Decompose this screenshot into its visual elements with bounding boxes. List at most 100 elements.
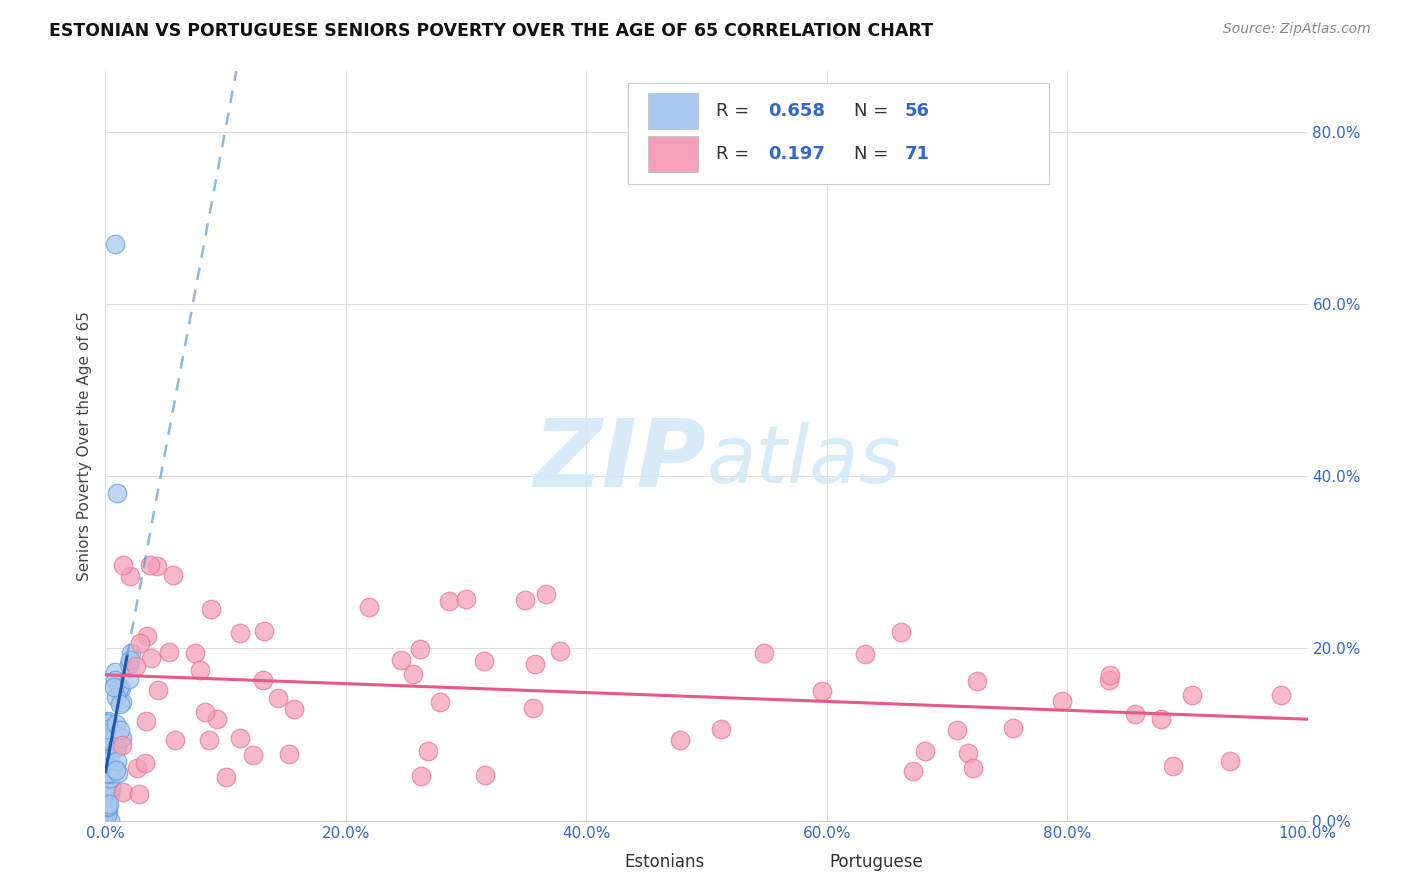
Point: [534, 586, 557, 600]
Y-axis label: Seniors Poverty Over the Age of 65: Seniors Poverty Over the Age of 65: [77, 311, 93, 581]
Point: [267, 690, 290, 705]
Point: [120, 646, 142, 660]
Point: [162, 568, 184, 582]
Point: [94, 716, 117, 731]
FancyBboxPatch shape: [568, 850, 614, 874]
Point: [1150, 712, 1173, 726]
Point: [1098, 668, 1121, 682]
Point: [110, 681, 132, 695]
Point: [97, 714, 120, 728]
Point: [107, 486, 129, 500]
Point: [110, 723, 132, 737]
Point: [1270, 688, 1292, 702]
Point: [100, 781, 122, 796]
Point: [145, 558, 167, 573]
Text: 0.658: 0.658: [768, 102, 825, 120]
Point: [409, 769, 432, 783]
Point: [890, 625, 912, 640]
Point: [157, 644, 180, 658]
Point: [408, 642, 430, 657]
Point: [96, 726, 118, 740]
Text: Source: ZipAtlas.com: Source: ZipAtlas.com: [1223, 22, 1371, 37]
Point: [669, 732, 692, 747]
Point: [97, 733, 120, 747]
Point: [96, 727, 118, 741]
Point: [98, 740, 121, 755]
Point: [194, 706, 217, 720]
Point: [111, 558, 134, 572]
Point: [128, 788, 150, 802]
Point: [111, 738, 134, 752]
Point: [956, 746, 979, 760]
Point: [515, 593, 537, 607]
Point: [962, 761, 984, 775]
Point: [198, 732, 221, 747]
Point: [710, 722, 733, 736]
Point: [104, 717, 127, 731]
Point: [472, 654, 495, 668]
Point: [98, 752, 121, 766]
Point: [205, 712, 228, 726]
Text: R =: R =: [716, 145, 761, 162]
Point: [125, 761, 148, 775]
FancyBboxPatch shape: [773, 850, 818, 874]
Point: [242, 747, 264, 762]
Point: [429, 694, 451, 708]
Point: [474, 768, 496, 782]
Point: [228, 626, 250, 640]
Point: [96, 782, 118, 797]
Point: [523, 657, 546, 671]
Text: ESTONIAN VS PORTUGUESE SENIORS POVERTY OVER THE AGE OF 65 CORRELATION CHART: ESTONIAN VS PORTUGUESE SENIORS POVERTY O…: [49, 22, 934, 40]
Point: [136, 629, 159, 643]
Point: [129, 636, 152, 650]
Point: [139, 558, 162, 572]
Point: [104, 673, 127, 687]
Text: N =: N =: [855, 102, 894, 120]
FancyBboxPatch shape: [628, 83, 1049, 184]
Point: [252, 673, 274, 687]
Point: [1181, 688, 1204, 702]
Point: [96, 731, 118, 746]
Point: [97, 714, 120, 729]
Point: [278, 747, 301, 761]
Point: [1098, 673, 1121, 688]
Point: [100, 764, 122, 779]
Point: [97, 804, 120, 818]
Point: [118, 653, 141, 667]
Point: [134, 756, 156, 770]
Point: [117, 673, 139, 687]
Point: [1123, 706, 1146, 721]
Point: [104, 665, 127, 680]
Point: [97, 759, 120, 773]
Point: [105, 763, 128, 777]
Text: Estonians: Estonians: [624, 853, 704, 871]
Point: [253, 624, 276, 638]
Text: R =: R =: [716, 102, 755, 120]
Point: [1050, 694, 1073, 708]
Text: 56: 56: [905, 102, 929, 120]
Point: [914, 744, 936, 758]
Point: [184, 646, 207, 660]
Text: atlas: atlas: [707, 422, 901, 500]
Point: [105, 754, 128, 768]
Point: [853, 648, 876, 662]
Point: [1161, 759, 1184, 773]
Point: [100, 764, 122, 778]
Point: [97, 781, 120, 796]
Point: [163, 733, 186, 747]
Point: [200, 602, 222, 616]
Point: [146, 682, 169, 697]
FancyBboxPatch shape: [648, 93, 699, 129]
Point: [1002, 721, 1025, 735]
Point: [97, 722, 120, 736]
Point: [522, 701, 544, 715]
Point: [135, 714, 157, 728]
Point: [112, 785, 135, 799]
Point: [124, 659, 146, 673]
Text: Portuguese: Portuguese: [830, 853, 922, 871]
Point: [359, 600, 381, 615]
Text: ZIP: ZIP: [534, 415, 707, 507]
Point: [903, 764, 925, 779]
Point: [439, 594, 461, 608]
Point: [98, 737, 121, 751]
